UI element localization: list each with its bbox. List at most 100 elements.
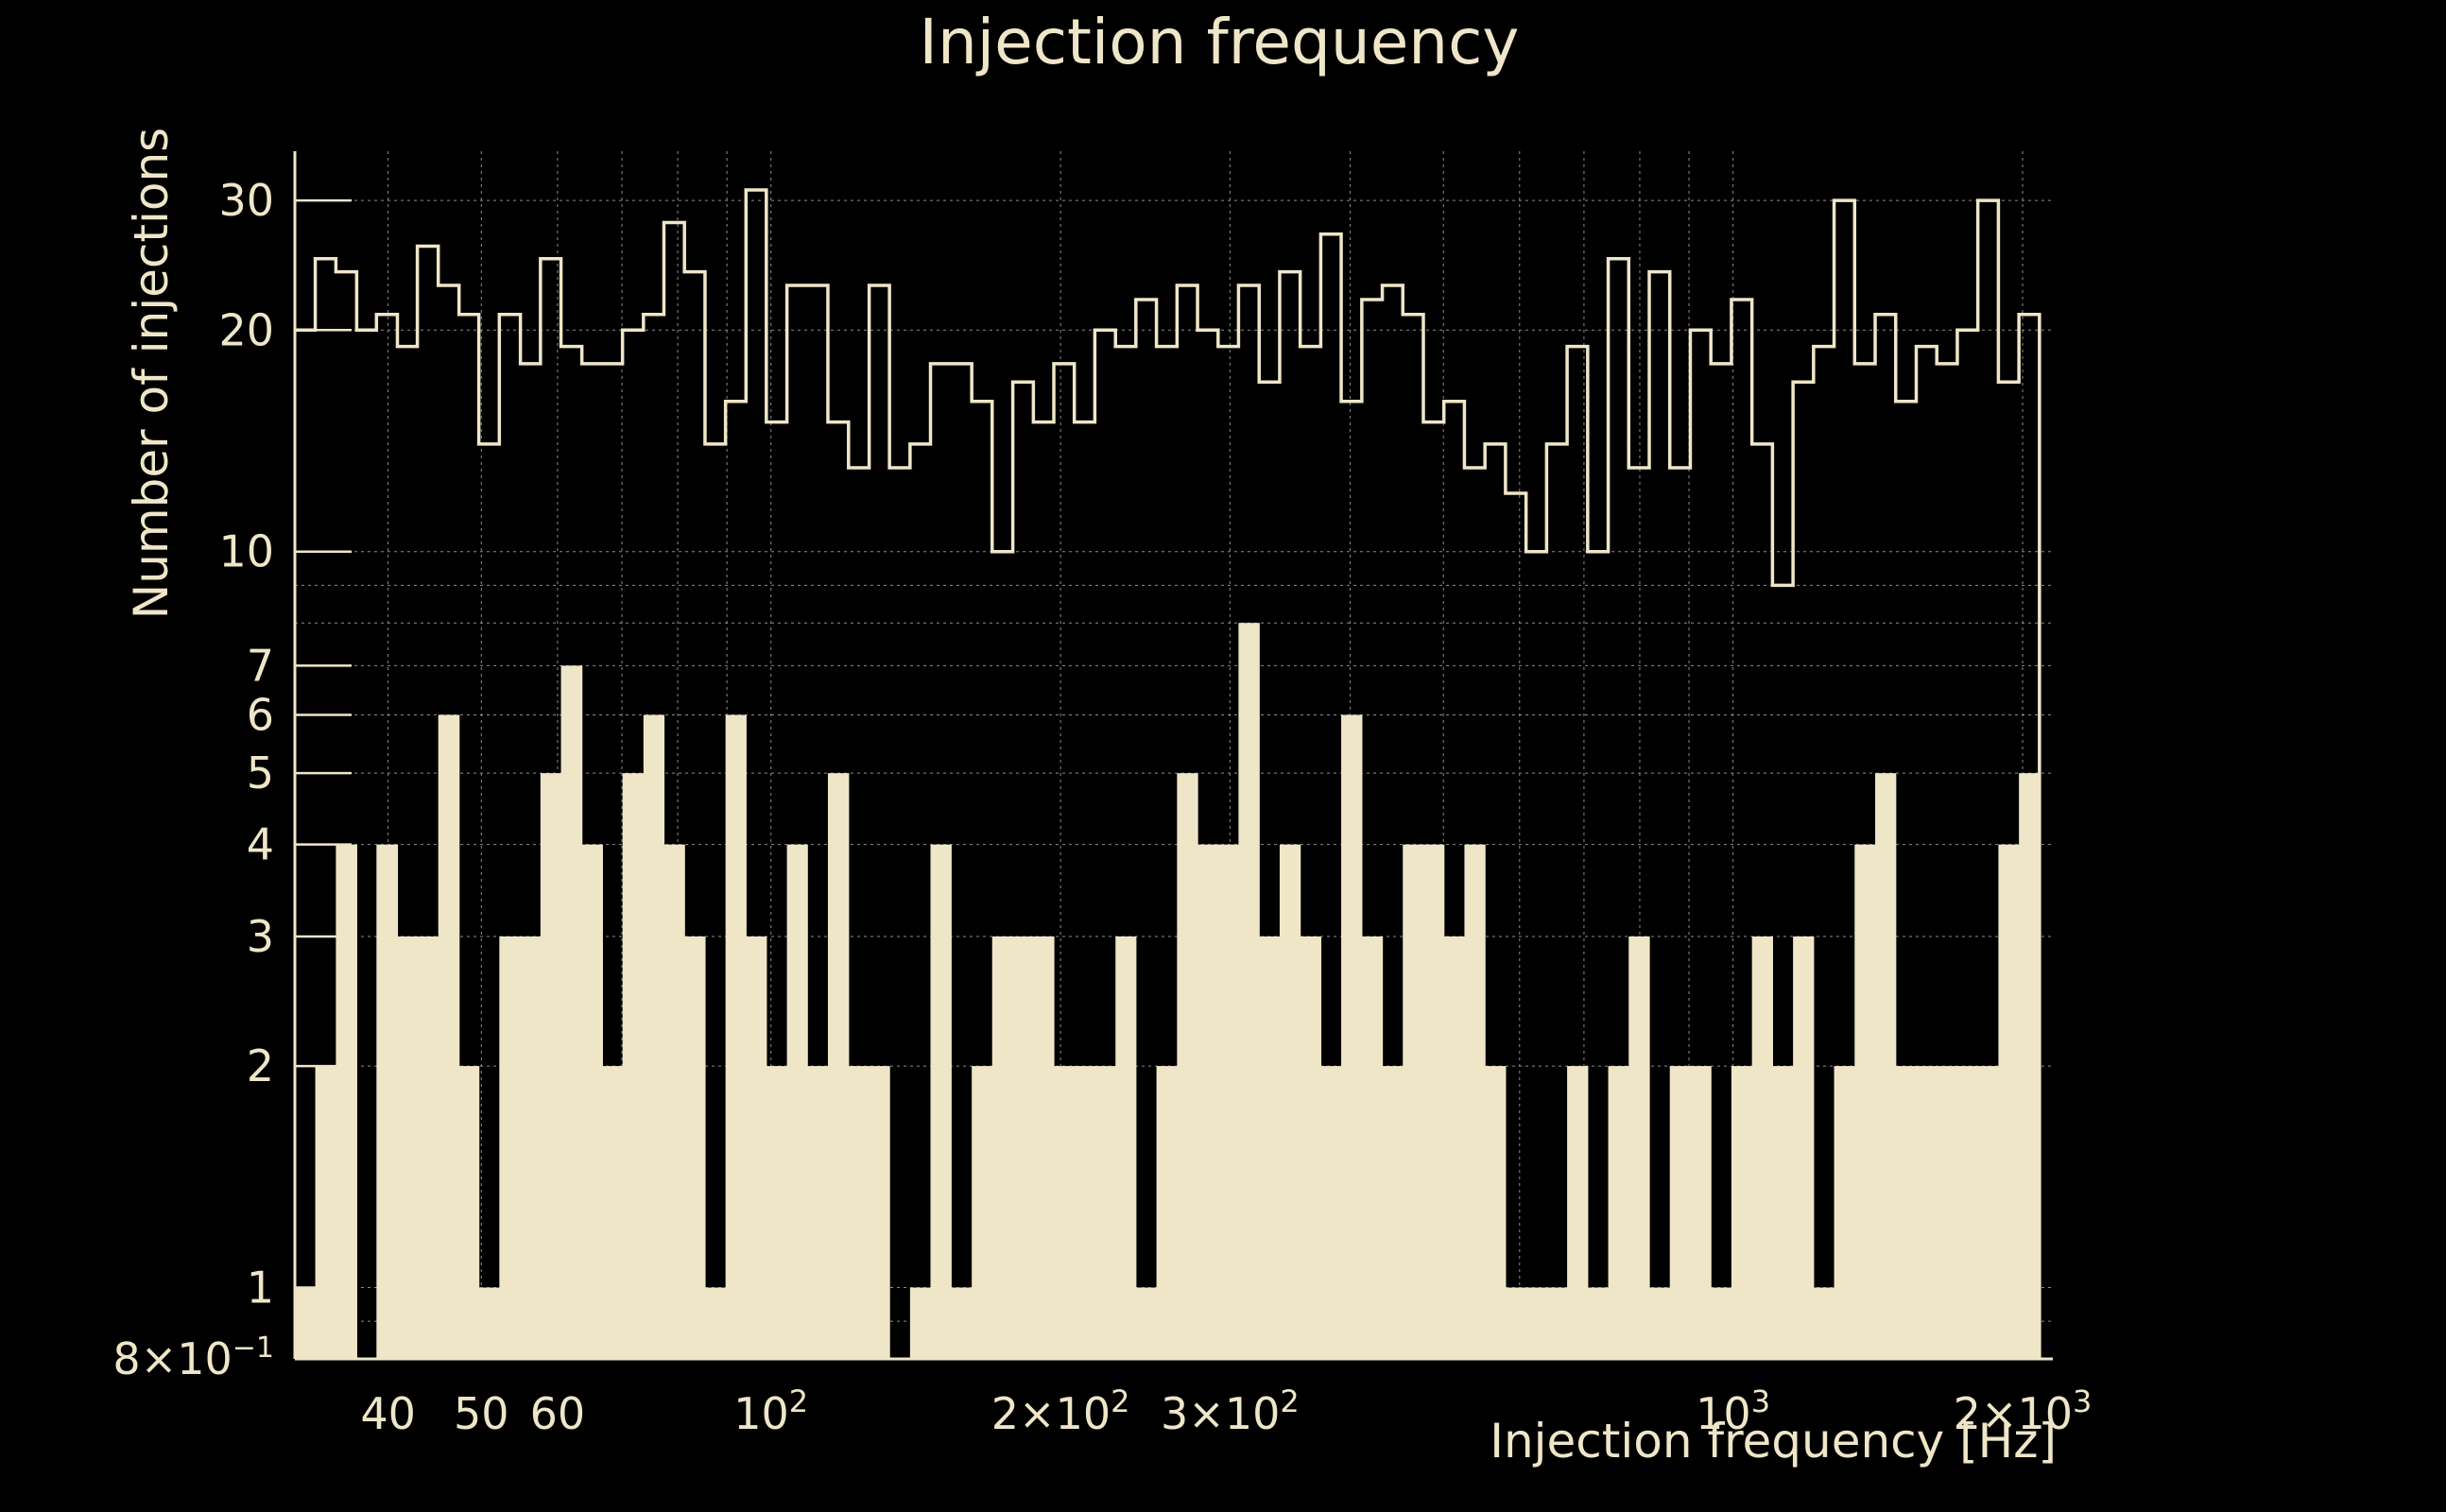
histogram-bar <box>725 714 747 1359</box>
chart-title: Injection frequency <box>920 6 1520 78</box>
y-tick-label: 3 <box>247 911 274 962</box>
histogram-bar <box>1115 936 1137 1359</box>
histogram-bar <box>1156 1066 1178 1359</box>
histogram-bar <box>786 844 808 1359</box>
histogram-bar <box>1525 1287 1547 1359</box>
histogram-bar <box>991 936 1014 1359</box>
histogram-bar <box>336 844 357 1359</box>
histogram-bar <box>1382 1066 1404 1359</box>
histogram-bar <box>1320 1066 1342 1359</box>
histogram-bar <box>1464 844 1486 1359</box>
y-tick-label: 6 <box>247 689 274 740</box>
histogram-bar <box>1916 1066 1938 1359</box>
tick-labels: 40 50 60 102 2×102 3×102 103 2×103 8×10−1 1 2 3 4 5 67… <box>112 175 2092 1439</box>
histogram-bar <box>1217 844 1240 1359</box>
histogram-bar <box>1177 773 1198 1359</box>
y-tick-label: 7 <box>247 640 274 691</box>
y-tick-label: 4 <box>247 819 274 870</box>
y-axis-label: Number of injections <box>124 128 179 619</box>
histogram-bar <box>1300 936 1322 1359</box>
histogram-bar <box>807 1066 829 1359</box>
histogram-bar <box>1135 1287 1158 1359</box>
histogram-bar <box>1875 773 1897 1359</box>
histogram-bar <box>1937 1066 1958 1359</box>
histogram-bar <box>972 1066 993 1359</box>
y-tick-label: 5 <box>247 747 274 799</box>
histogram-bar <box>581 844 603 1359</box>
histogram-bar <box>1772 1066 1794 1359</box>
histogram-bar <box>1731 1066 1753 1359</box>
x-axis-label: Injection frequency [Hz] <box>1490 1414 2057 1469</box>
histogram-bar <box>1094 1066 1116 1359</box>
histogram-bar <box>1854 844 1876 1359</box>
axes <box>293 151 2053 1361</box>
histogram-bar <box>1751 936 1773 1359</box>
histogram-bar <box>704 1287 727 1359</box>
x-tick-label: 2×102 <box>991 1383 1130 1439</box>
histogram-bar <box>643 714 665 1359</box>
histogram-bar <box>417 936 439 1359</box>
y-tick-label: 2 <box>247 1040 274 1091</box>
histogram-bar <box>397 936 419 1359</box>
histogram-step-line <box>295 188 2041 1359</box>
histogram-bar <box>1793 936 1815 1359</box>
histogram-bar <box>602 1066 624 1359</box>
histogram-bar <box>1053 1066 1076 1359</box>
histogram-bar <box>1998 844 2020 1359</box>
filled-histogram <box>295 623 2041 1359</box>
histogram-bar <box>930 844 952 1359</box>
histogram-bar <box>1279 844 1301 1359</box>
histogram-bar <box>1505 1287 1527 1359</box>
histogram-bar <box>1033 936 1055 1359</box>
y-tick-label: 8×10−1 <box>112 1332 274 1384</box>
histogram-bar <box>458 1066 480 1359</box>
histogram-bar <box>848 1066 870 1359</box>
histogram-bar <box>1813 1287 1835 1359</box>
histogram-bar <box>438 714 460 1359</box>
x-tick-label: 50 <box>454 1388 509 1439</box>
histogram-bar <box>1259 936 1281 1359</box>
x-tick-label: 103 <box>1696 1383 1770 1439</box>
histogram-bar <box>1587 1287 1610 1359</box>
y-tick-label: 1 <box>247 1263 274 1314</box>
histogram-bar <box>869 1066 890 1359</box>
y-tick-label: 30 <box>218 175 274 226</box>
histogram-bar <box>1485 1066 1507 1359</box>
histogram-bar <box>1711 1287 1732 1359</box>
histogram-bar <box>827 773 850 1359</box>
histogram-bar <box>684 936 706 1359</box>
histogram-bar <box>1956 1066 1979 1359</box>
step-histogram <box>295 188 2041 1359</box>
histogram-bar <box>2019 773 2041 1359</box>
histogram-bar <box>1834 1066 1855 1359</box>
histogram-bar <box>1443 936 1466 1359</box>
histogram-bar <box>622 773 645 1359</box>
histogram-bar <box>1649 1287 1671 1359</box>
histogram-bar <box>1423 844 1445 1359</box>
histogram-bar <box>909 1287 932 1359</box>
histogram-bar <box>1361 936 1384 1359</box>
histogram-bar <box>951 1287 973 1359</box>
histogram-bar <box>1608 1066 1629 1359</box>
y-tick-label: 20 <box>218 304 274 355</box>
histogram-bar <box>1341 714 1363 1359</box>
histogram-bar <box>663 844 685 1359</box>
histogram-bar <box>520 936 542 1359</box>
histogram-bar <box>1669 1066 1692 1359</box>
histogram-bar <box>315 1066 336 1359</box>
x-tick-label: 60 <box>530 1388 586 1439</box>
histogram-bar <box>499 936 522 1359</box>
histogram-bar <box>746 936 767 1359</box>
y-tick-label: 10 <box>218 526 274 577</box>
x-tick-label: 102 <box>733 1383 808 1439</box>
histogram-bar <box>295 1287 317 1359</box>
histogram-bar <box>1197 844 1219 1359</box>
histogram-bar <box>1012 936 1034 1359</box>
histogram-bar <box>560 665 583 1359</box>
histogram-bar <box>1074 1066 1095 1359</box>
histogram-bar <box>1977 1066 2000 1359</box>
histogram-bar <box>1690 1066 1712 1359</box>
x-tick-label: 3×102 <box>1161 1383 1300 1439</box>
x-tick-label: 2×103 <box>1954 1383 2093 1439</box>
